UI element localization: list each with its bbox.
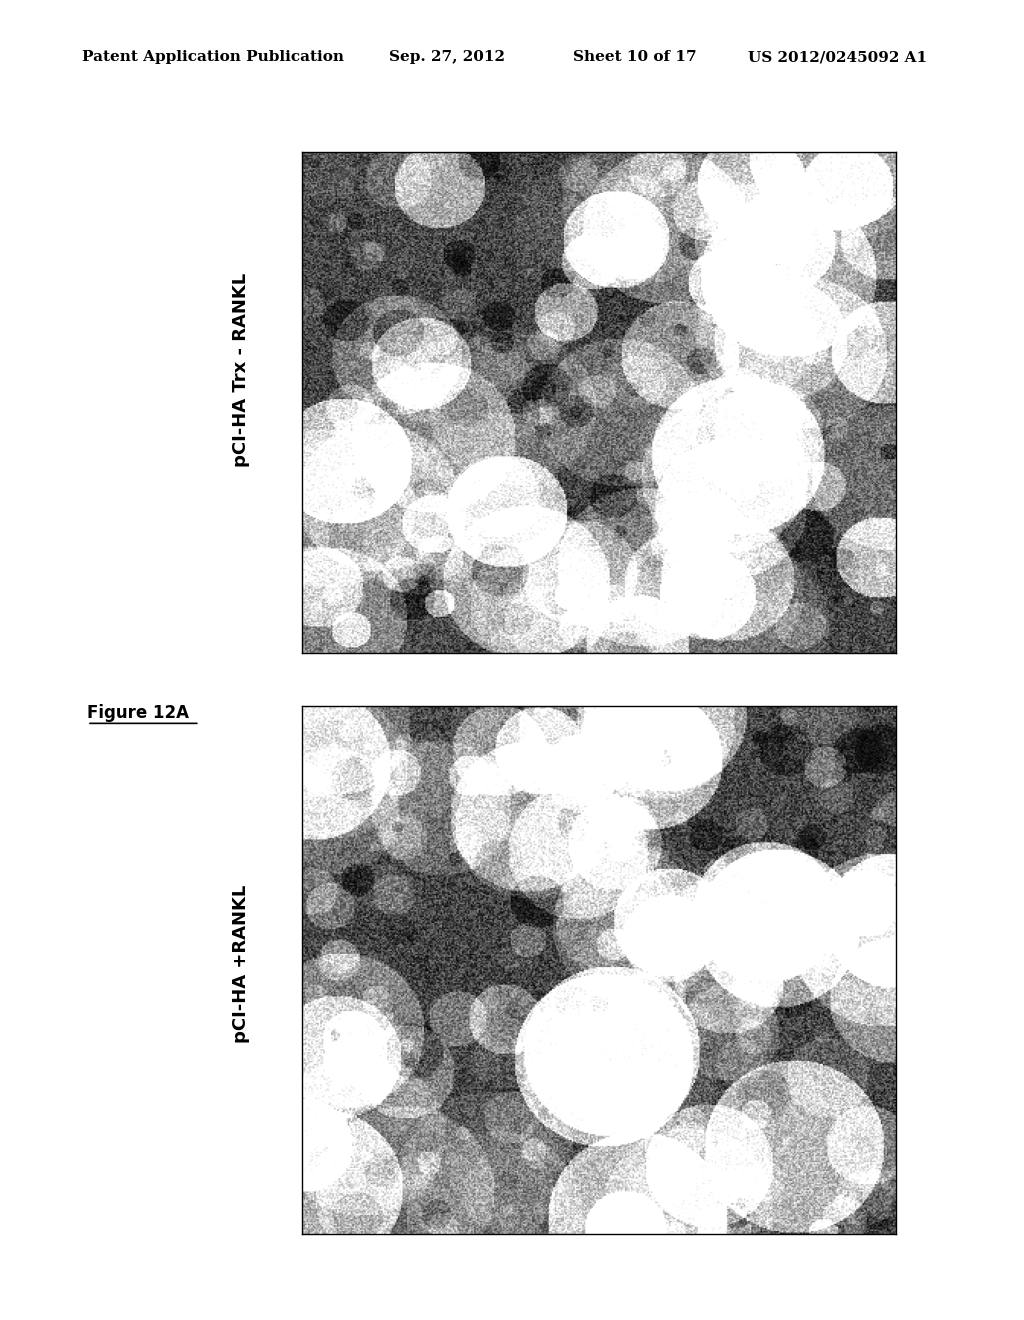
Text: Sep. 27, 2012: Sep. 27, 2012 — [389, 50, 505, 65]
Text: Patent Application Publication: Patent Application Publication — [82, 50, 344, 65]
Text: Sheet 10 of 17: Sheet 10 of 17 — [573, 50, 697, 65]
Text: Figure 12A: Figure 12A — [87, 704, 189, 722]
Text: US 2012/0245092 A1: US 2012/0245092 A1 — [748, 50, 927, 65]
Text: pCI-HA Trx - RANKL: pCI-HA Trx - RANKL — [231, 272, 250, 467]
Text: pCI-HA +RANKL: pCI-HA +RANKL — [231, 884, 250, 1043]
